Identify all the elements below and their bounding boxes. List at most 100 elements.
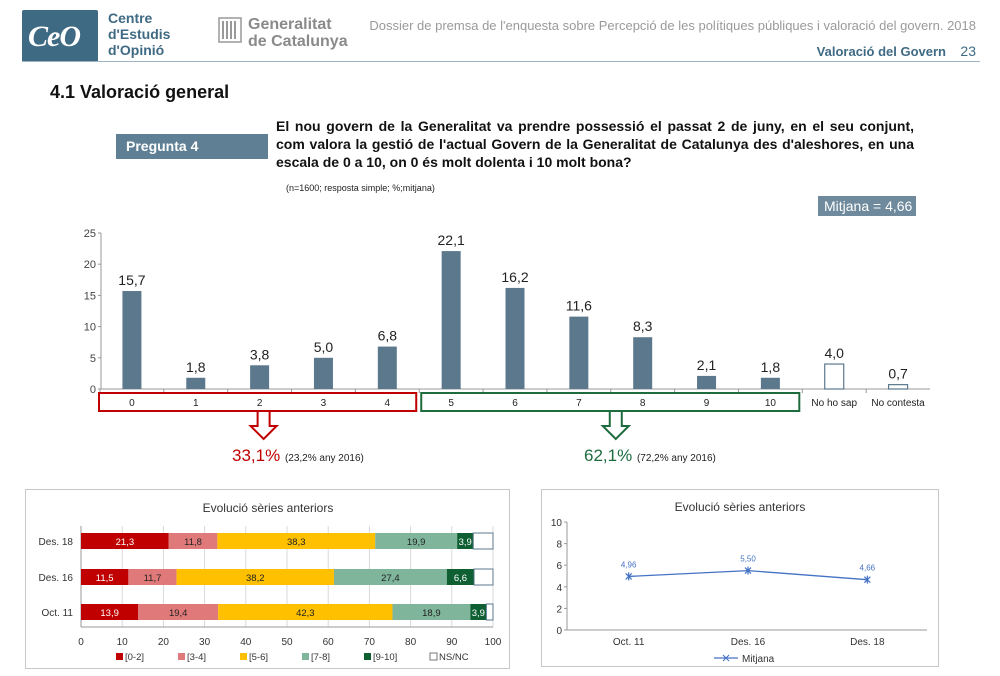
segment-value-label: 19,4 (169, 608, 188, 619)
bar (697, 375, 717, 389)
stack-chart-title: Evolució sèries anteriors (203, 501, 334, 515)
negative-pct: 33,1% (232, 446, 281, 465)
segment-value-label: 3,9 (472, 608, 485, 619)
bar (887, 384, 909, 390)
bar-value-label: 5,0 (314, 339, 334, 355)
segment-value-label: 38,3 (287, 537, 306, 548)
x-category-label: Oct. 11 (613, 637, 645, 648)
line-chart-title: Evolució sèries anteriors (675, 500, 806, 514)
negative-down-arrow (248, 410, 280, 441)
stack-segment (217, 533, 376, 549)
bar-value-label: 6,8 (378, 328, 398, 344)
org-name-line: d'Opinió (108, 42, 165, 58)
bar-value-label: 3,8 (250, 346, 270, 362)
stack-segment (81, 569, 129, 585)
x-category-label: 0 (129, 398, 135, 409)
header-section-name: Valoració del Govern (816, 44, 946, 59)
header-divider (22, 61, 980, 62)
y-tick-label: 0 (556, 626, 562, 637)
y-tick-label: 25 (84, 228, 96, 240)
sample-note: (n=1600; resposta simple; %;mitjana) (286, 183, 435, 193)
segment-value-label: 42,3 (296, 608, 315, 619)
org-name-line: Centre (108, 10, 153, 26)
x-category-label: 1 (193, 398, 199, 409)
x-tick-label: 30 (199, 637, 211, 648)
line-chart: Evolució sèries anteriors 0 2 4 6 8 10 4,96 Oct.… (551, 500, 927, 665)
positive-pct: 62,1% (584, 446, 633, 465)
bar (250, 365, 270, 389)
legend-swatch (240, 653, 247, 660)
bar-value-label: 1,8 (761, 359, 781, 375)
data-point-marker (744, 566, 752, 575)
bar-value-label: 15,7 (118, 272, 145, 288)
stack-segment (446, 569, 475, 585)
bar-value-label: 8,3 (633, 318, 653, 334)
data-point-marker (625, 572, 633, 581)
segment-value-label: 11,8 (184, 537, 202, 548)
stacked-chart-panel: Evolució sèries anteriors 0 10 20 30 40 50 60 70… (25, 489, 510, 669)
y-tick-label: 5 (90, 353, 96, 365)
ceo-logo: CeO (22, 10, 98, 62)
ceo-org-name: Centre d'Estudis d'Opinió (108, 10, 198, 58)
x-category-label: Des. 16 (731, 637, 766, 648)
question-text: El nou govern de la Generalitat va prend… (276, 118, 914, 170)
generalitat-shield-icon (218, 17, 242, 43)
bar (186, 377, 206, 389)
segment-value-label: 11,7 (144, 573, 162, 584)
bar (505, 287, 525, 389)
y-tick-label: 4 (556, 583, 562, 594)
x-category-label: 2 (257, 398, 263, 409)
positive-prev: (72,2% any 2016) (636, 453, 716, 464)
stack-segment (470, 604, 487, 620)
gov-name-line: Generalitat (248, 16, 332, 33)
x-category-label: 3 (321, 398, 327, 409)
stack-segment (128, 569, 177, 585)
stack-segment (375, 533, 458, 549)
bar-value-label: 16,2 (501, 269, 528, 285)
x-tick-label: 10 (117, 637, 129, 648)
data-point-label: 4,96 (621, 560, 637, 569)
legend-label: Mitjana (742, 654, 775, 665)
bar (824, 363, 845, 390)
row-label: Oct. 11 (42, 608, 74, 619)
segment-value-label: 38,2 (246, 573, 265, 584)
stack-segment (168, 533, 218, 549)
stack-segment (176, 569, 334, 585)
positive-group-box (420, 392, 801, 412)
legend-swatch (178, 653, 185, 660)
x-tick-label: 80 (405, 637, 417, 648)
y-tick-label: 6 (556, 561, 562, 572)
stack-segment (472, 532, 494, 550)
x-category-label: No contesta (871, 398, 925, 409)
positive-group-total: 62,1% (72,2% any 2016) (584, 446, 716, 466)
ceo-logo-text: CeO (28, 20, 81, 53)
x-category-label: 4 (385, 398, 391, 409)
stack-segment (457, 533, 474, 549)
segment-value-label: 19,9 (407, 537, 426, 548)
negative-prev: (23,2% any 2016) (284, 453, 364, 464)
page-number: 23 (960, 43, 976, 59)
bar (633, 337, 653, 389)
gov-name-line: de Catalunya (248, 33, 348, 50)
bar-value-label: 2,1 (697, 357, 717, 373)
x-category-label: 5 (448, 398, 454, 409)
stack-segment (485, 603, 494, 621)
data-point-label: 4,66 (860, 564, 876, 573)
segment-value-label: 13,9 (100, 608, 119, 619)
row-label: Des. 18 (39, 537, 74, 548)
x-tick-label: 20 (158, 637, 170, 648)
bar-value-label: 0,7 (888, 366, 908, 382)
legend-marker (722, 654, 730, 662)
bar (760, 377, 780, 389)
bar-value-label: 1,8 (186, 359, 206, 375)
x-category-label: Des. 18 (850, 637, 885, 648)
row-label: Des. 16 (39, 573, 74, 584)
legend-label: [3-4] (187, 652, 206, 663)
legend-swatch (364, 653, 371, 660)
segment-value-label: 21,3 (116, 537, 134, 548)
main-bar-chart: 0 5 10 15 20 25 15,7 0 1,8 1 3,8 2 5,0 3 6,8 4 22,1 5 16,2… (84, 228, 930, 441)
legend-swatch (429, 652, 438, 661)
x-category-label: 9 (704, 398, 710, 409)
x-category-label: 10 (765, 398, 777, 409)
x-tick-label: 0 (78, 637, 84, 648)
